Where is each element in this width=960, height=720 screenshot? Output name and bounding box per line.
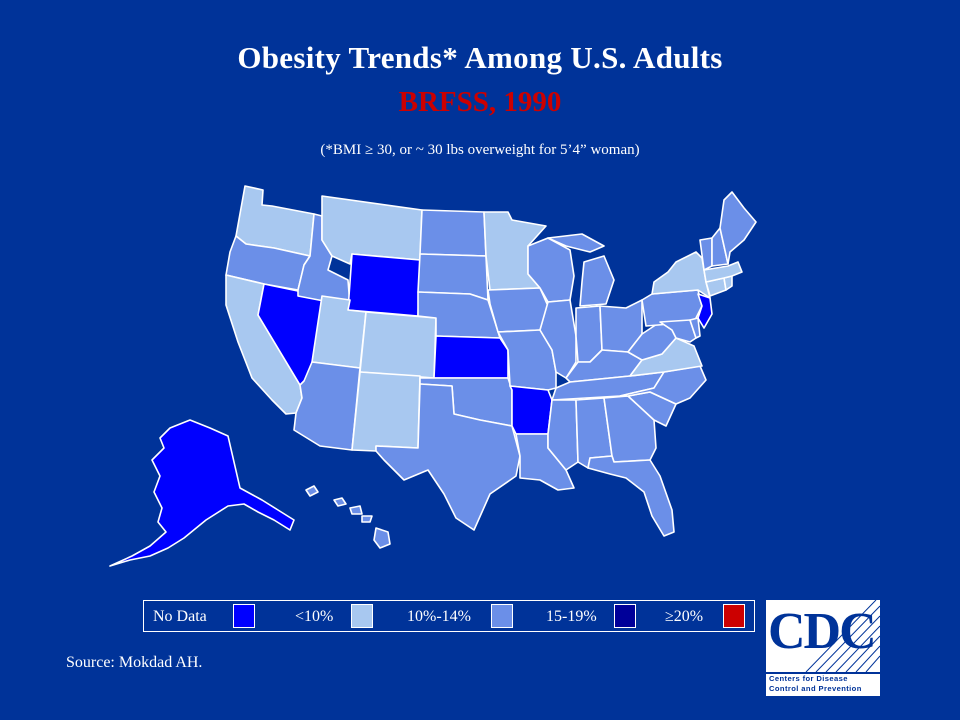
cdc-logo-line2: Control and Prevention — [769, 684, 862, 693]
map-legend: No Data <10% 10%-14% 15-19% ≥20% — [143, 600, 755, 632]
cdc-logo-mark: CDC — [766, 600, 880, 672]
page-title: Obesity Trends* Among U.S. Adults — [237, 40, 723, 75]
bmi-note: (*BMI ≥ 30, or ~ 30 lbs overweight for 5… — [320, 142, 640, 158]
legend-label-10-14: 10%-14% — [407, 608, 471, 625]
state-montana — [321, 195, 423, 265]
state-kansas — [433, 335, 509, 379]
legend-label-lt10: <10% — [295, 608, 334, 625]
state-florida — [587, 455, 675, 537]
state-colorado — [359, 311, 437, 379]
legend-swatch-10-14 — [491, 604, 513, 628]
legend-label-no-data: No Data — [153, 608, 207, 625]
state-wyoming — [347, 253, 421, 317]
state-alaska — [109, 419, 295, 567]
state-delaware — [689, 317, 701, 339]
legend-swatch-15-19 — [614, 604, 636, 628]
page-subtitle: BRFSS, 1990 — [398, 86, 562, 118]
state-arkansas — [509, 385, 553, 435]
legend-swatch-ge20 — [723, 604, 745, 628]
legend-swatch-lt10 — [351, 604, 373, 628]
state-new-mexico — [351, 371, 421, 452]
state-massachusetts — [703, 261, 743, 283]
legend-swatch-no-data — [233, 604, 255, 628]
cdc-logo-caption: Centers for Disease Control and Preventi… — [766, 674, 880, 696]
state-new-jersey — [697, 293, 713, 329]
cdc-logo-line1: Centers for Disease — [769, 674, 848, 683]
cdc-logo-word: CDC — [768, 603, 877, 660]
source-note: Source: Mokdad AH. — [66, 654, 203, 671]
legend-label-ge20: ≥20% — [665, 608, 704, 625]
cdc-logo: CDC Centers for Disease Control and Prev… — [766, 600, 880, 696]
state-maine — [719, 191, 757, 265]
state-michigan — [547, 233, 615, 307]
state-north-dakota — [419, 209, 487, 257]
state-iowa — [487, 287, 549, 333]
state-north-carolina — [619, 365, 707, 405]
legend-label-15-19: 15-19% — [546, 608, 597, 625]
state-new-york — [651, 251, 711, 299]
state-texas — [375, 383, 521, 531]
cdc-logo-stripes — [805, 600, 880, 672]
state-hawaii — [305, 485, 391, 549]
